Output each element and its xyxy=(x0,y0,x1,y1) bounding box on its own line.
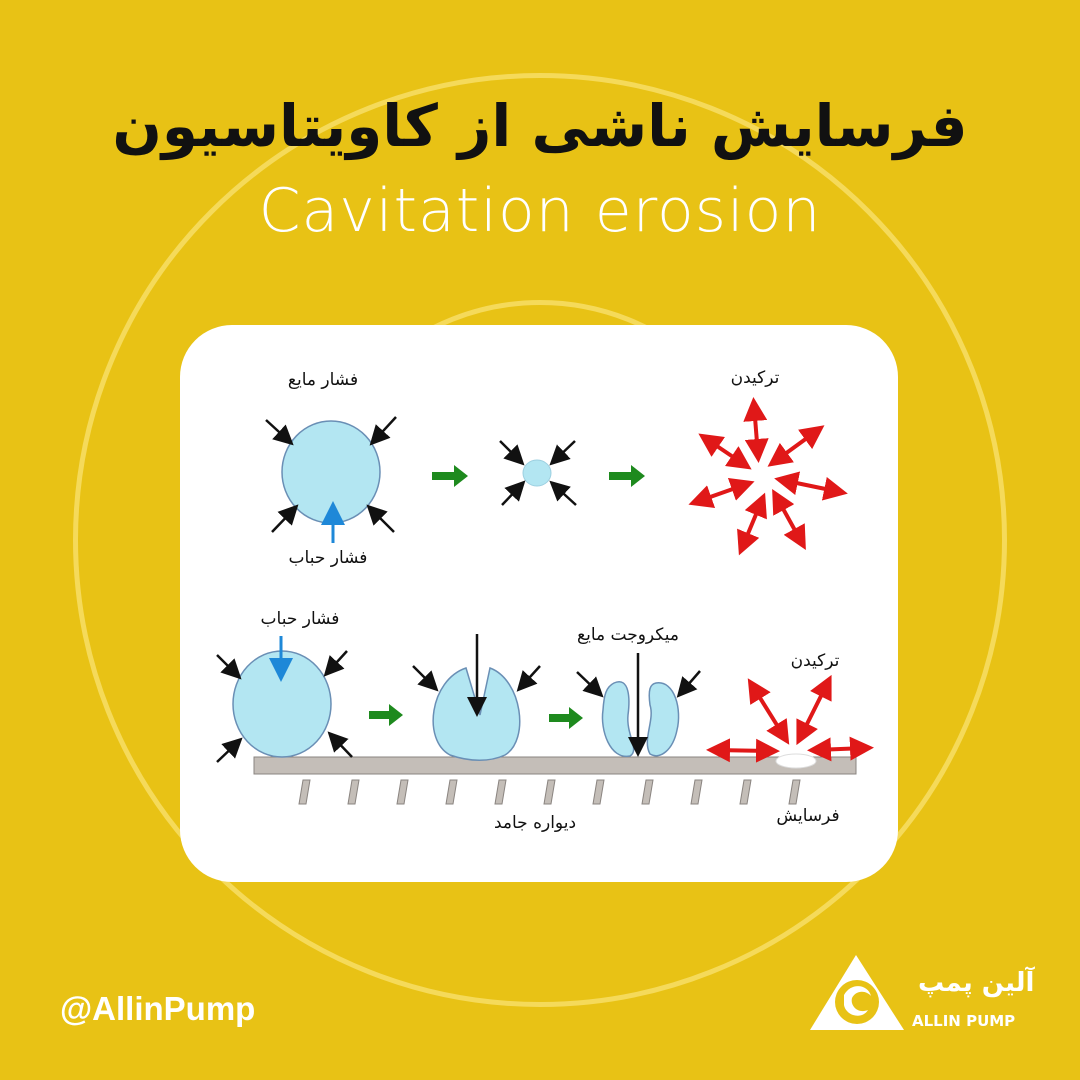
bubble-half-right xyxy=(646,682,680,757)
solid-wall xyxy=(253,756,857,775)
top-row: فشار مایع فشار حباب ترکیدن xyxy=(265,368,848,568)
label-microjet: میکروجت مایع xyxy=(577,625,679,645)
erosion-pit xyxy=(775,753,817,769)
pressure-arrows xyxy=(265,416,397,533)
bubble-half-left xyxy=(601,681,635,757)
logo-text-fa: آلین پمپ xyxy=(918,968,1035,998)
label-solid-wall: دیواره جامد xyxy=(494,813,576,833)
process-arrow-1 xyxy=(432,465,468,487)
bottom-row: فشار حباب میکروجت مایع ترکیدن xyxy=(216,609,874,833)
logo-mark-icon xyxy=(810,955,904,1030)
burst-arrows-2 xyxy=(706,674,874,763)
process-arrow-3 xyxy=(369,704,403,726)
page-title: فرسایش ناشی از کاویتاسیون xyxy=(112,92,968,160)
label-liquid-pressure: فشار مایع xyxy=(288,370,358,390)
burst-arrows xyxy=(688,397,848,556)
label-bubble-pressure: فشار حباب xyxy=(289,548,368,568)
bubble-large xyxy=(281,420,381,524)
label-burst-2: ترکیدن xyxy=(791,651,840,671)
page-subtitle: Cavitation erosion xyxy=(258,176,822,246)
diagram-card xyxy=(180,325,898,882)
process-arrow-2 xyxy=(609,465,645,487)
label-burst: ترکیدن xyxy=(731,368,780,388)
social-handle: @AllinPump xyxy=(60,990,256,1027)
bubble-small xyxy=(522,459,552,487)
label-bubble-pressure-2: فشار حباب xyxy=(261,609,340,629)
pressure-arrows-2 xyxy=(216,650,353,763)
label-erosion: فرسایش xyxy=(776,806,839,826)
brand-logo: آلین پمپ ALLIN PUMP xyxy=(806,950,1034,1039)
wall-legs xyxy=(298,779,801,805)
pressure-arrows-3 xyxy=(412,665,541,692)
logo-text-en: ALLIN PUMP xyxy=(912,1012,1016,1030)
compression-arrows xyxy=(499,440,577,506)
decorative-ring-outer xyxy=(73,73,1007,1007)
pressure-arrows-4 xyxy=(576,670,701,698)
process-arrow-4 xyxy=(549,707,583,729)
